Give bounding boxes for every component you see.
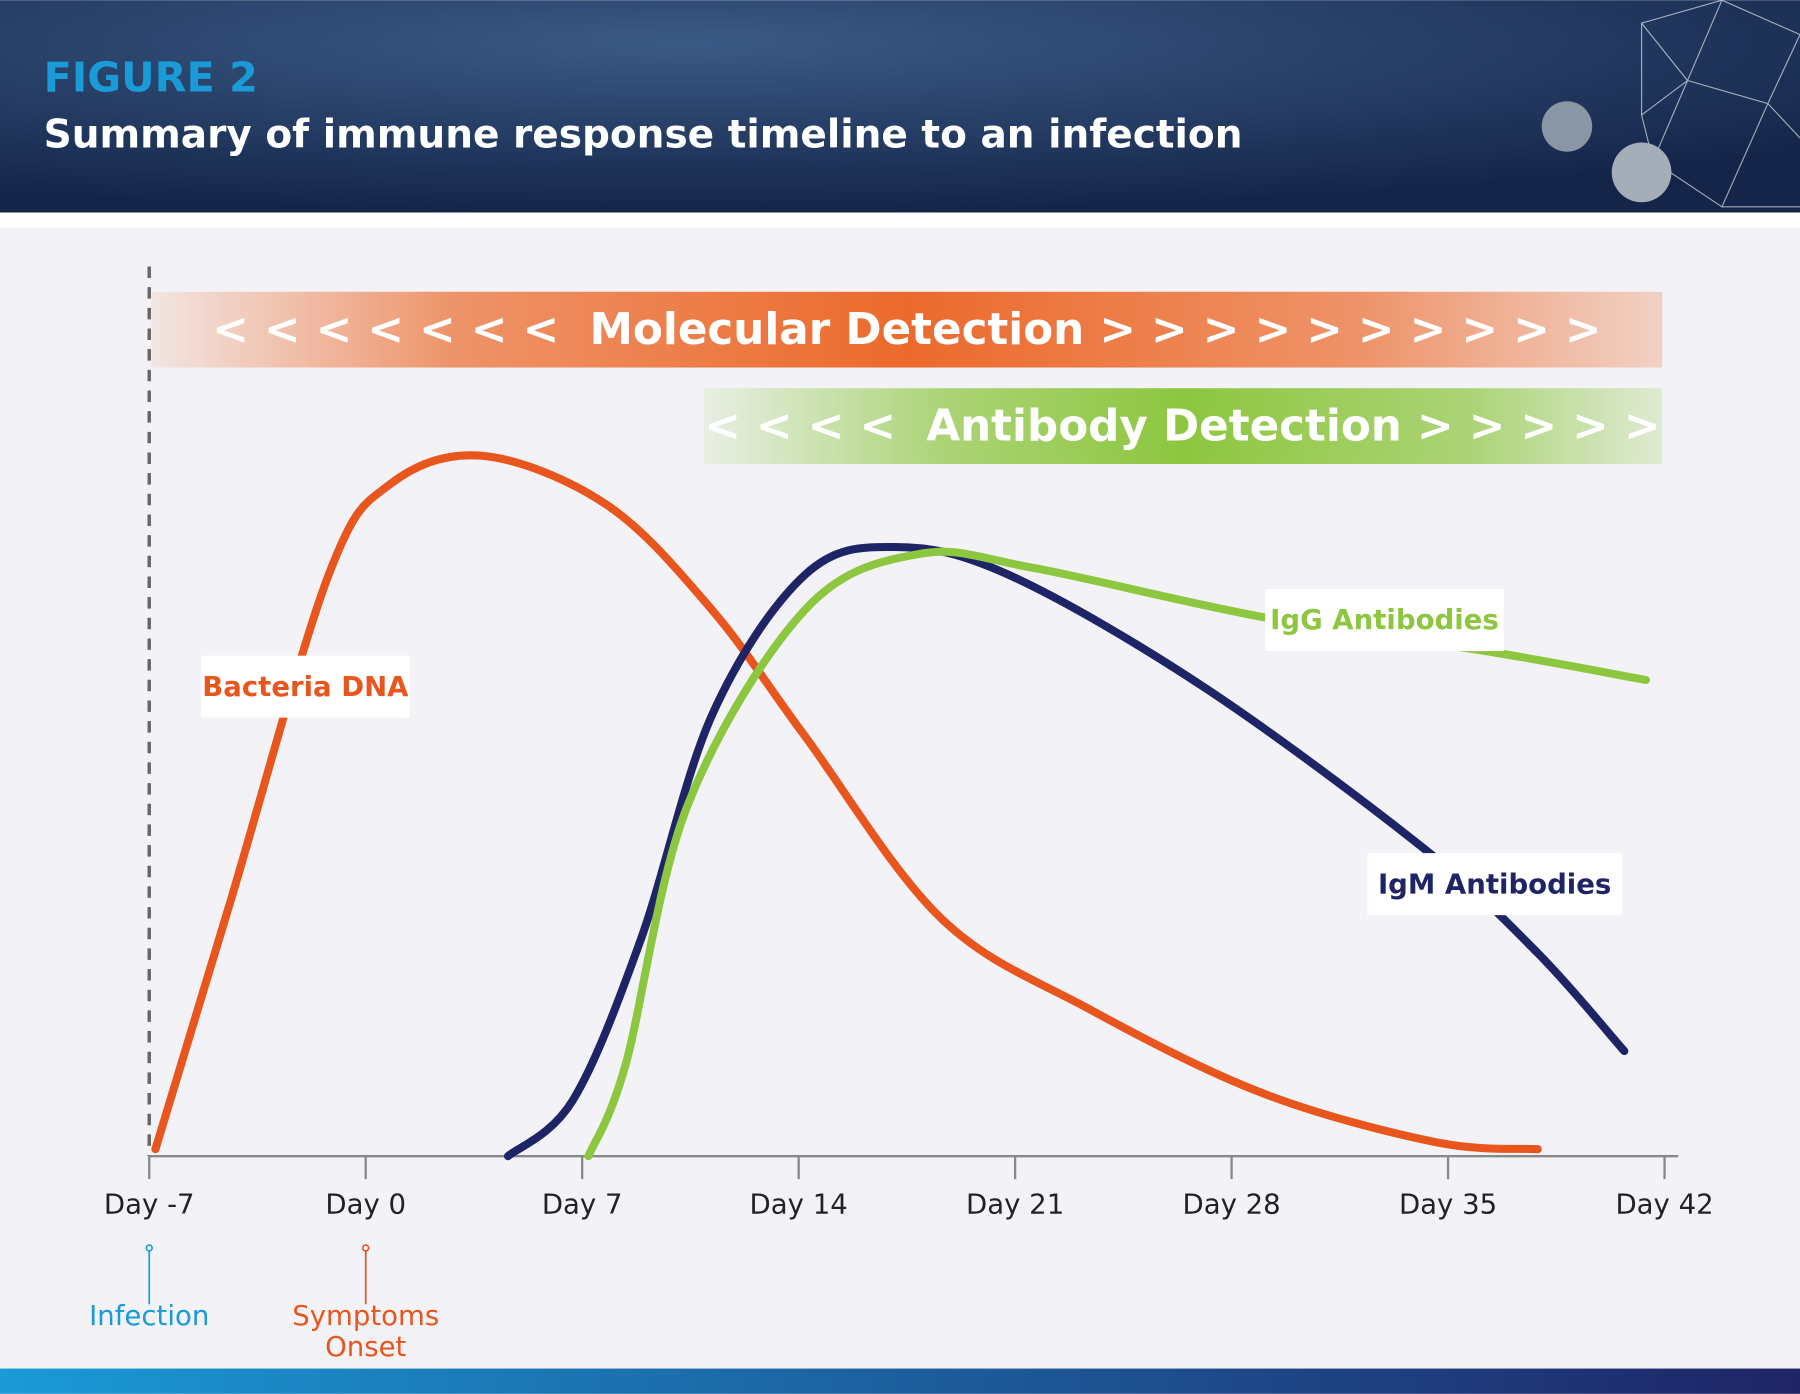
x-tick-label: Day 14 (750, 1189, 848, 1221)
detection-band (151, 291, 1663, 368)
header-strip (0, 212, 1800, 228)
detection-band (703, 388, 1663, 464)
virus-icon (1611, 142, 1672, 203)
series-label-box (1265, 589, 1504, 652)
event-label: Symptoms (292, 1300, 439, 1332)
virus-icon (1541, 101, 1593, 152)
series-label: IgG Antibodies (1270, 604, 1499, 636)
series-label: IgM Antibodies (1378, 868, 1611, 900)
footer-bar (0, 1368, 1800, 1394)
event-label: Infection (89, 1300, 209, 1332)
x-tick-label: Day 28 (1182, 1189, 1280, 1221)
x-tick-label: Day 42 (1615, 1189, 1713, 1221)
x-tick-label: Day 35 (1399, 1189, 1497, 1221)
event-dot (145, 1244, 153, 1252)
figure-label: FIGURE 2 (44, 54, 258, 102)
band-label: < < < < Antibody Detection > > > > > (704, 401, 1660, 451)
figure-title: Summary of immune response timeline to a… (44, 112, 1243, 157)
series-label-box (200, 655, 410, 718)
event-label: Onset (325, 1331, 406, 1363)
x-tick-label: Day 0 (325, 1189, 406, 1221)
x-tick-label: Day 21 (966, 1189, 1064, 1221)
x-tick-label: Day -7 (104, 1189, 195, 1221)
series-label-box (1367, 853, 1623, 916)
header-bg (0, 0, 1800, 213)
x-tick-label: Day 7 (542, 1189, 623, 1221)
series-label: Bacteria DNA (202, 671, 409, 703)
band-label: < < < < < < < Molecular Detection > > > … (212, 305, 1601, 355)
event-dot (361, 1244, 370, 1252)
